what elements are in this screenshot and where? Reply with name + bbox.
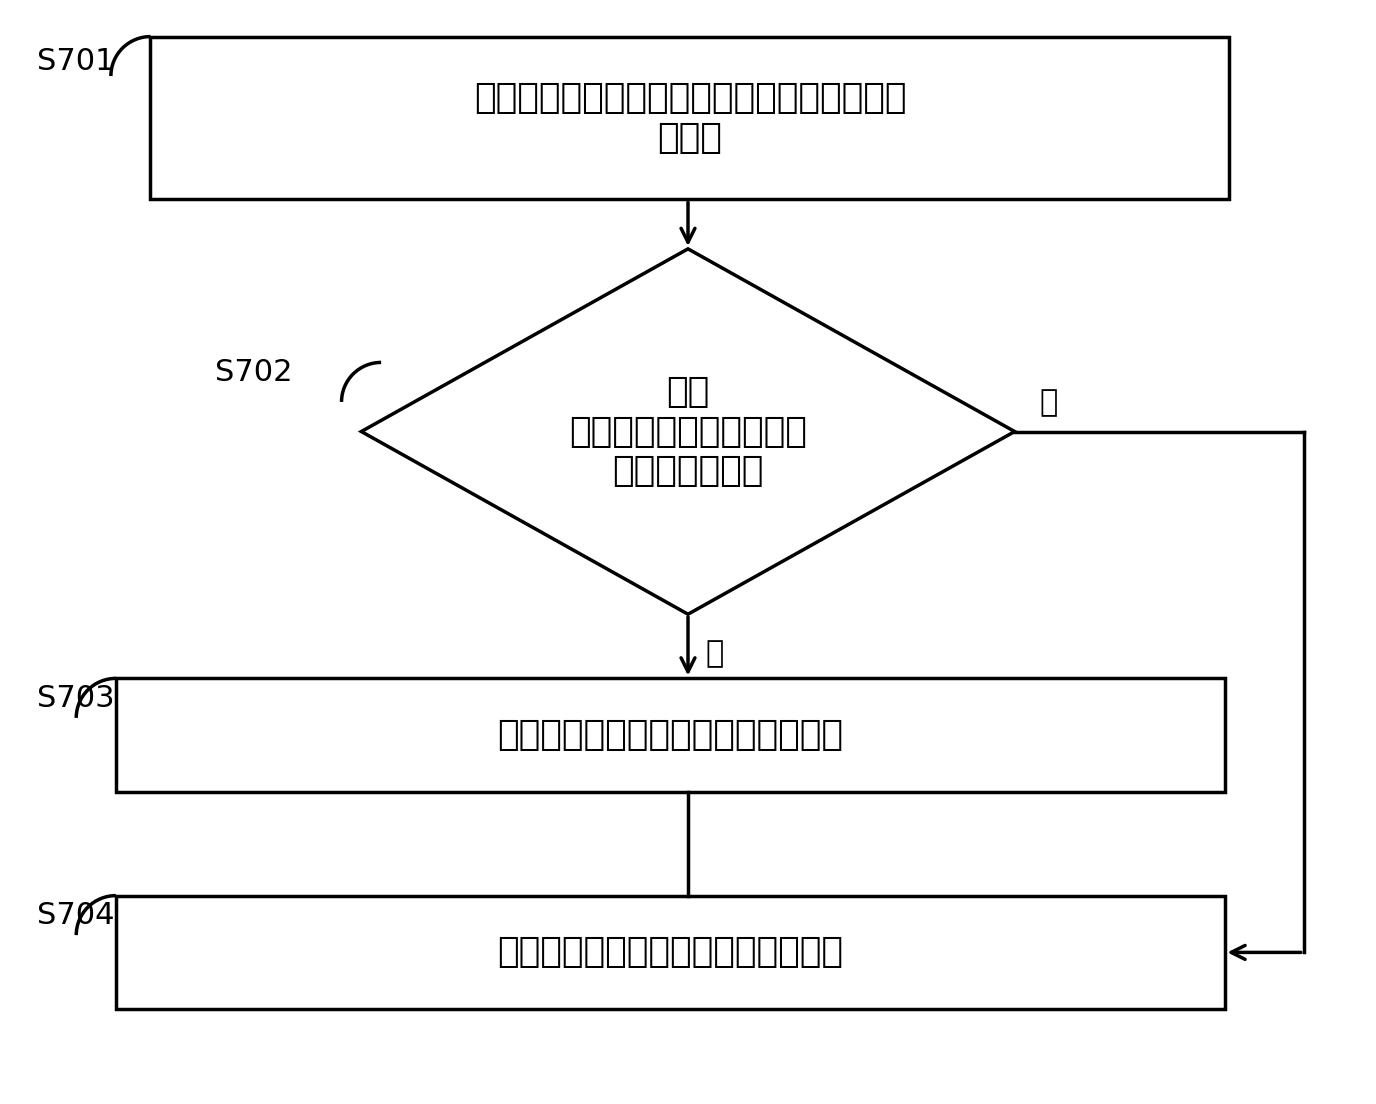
Text: 在第二区域为第一进程分配内存区间: 在第二区域为第一进程分配内存区间 bbox=[497, 935, 843, 969]
Bar bbox=[116, 895, 1225, 1009]
Text: 是: 是 bbox=[706, 639, 724, 668]
Text: S701: S701 bbox=[37, 46, 114, 76]
Bar bbox=[116, 678, 1225, 792]
Text: S704: S704 bbox=[37, 901, 114, 930]
Text: S702: S702 bbox=[215, 358, 292, 386]
Text: 否: 否 bbox=[1039, 388, 1058, 416]
Text: 判断
第一进程对应的内存区间
是否为可移动的: 判断 第一进程对应的内存区间 是否为可移动的 bbox=[570, 375, 806, 488]
Text: 内存分配优化模块接收到为第一进程分配内存
的请求: 内存分配优化模块接收到为第一进程分配内存 的请求 bbox=[473, 82, 907, 155]
Text: 在第一区域为第一进程分配内存区间: 在第一区域为第一进程分配内存区间 bbox=[497, 719, 843, 752]
Text: S703: S703 bbox=[37, 683, 114, 713]
Polygon shape bbox=[362, 248, 1014, 614]
Bar bbox=[150, 36, 1230, 200]
